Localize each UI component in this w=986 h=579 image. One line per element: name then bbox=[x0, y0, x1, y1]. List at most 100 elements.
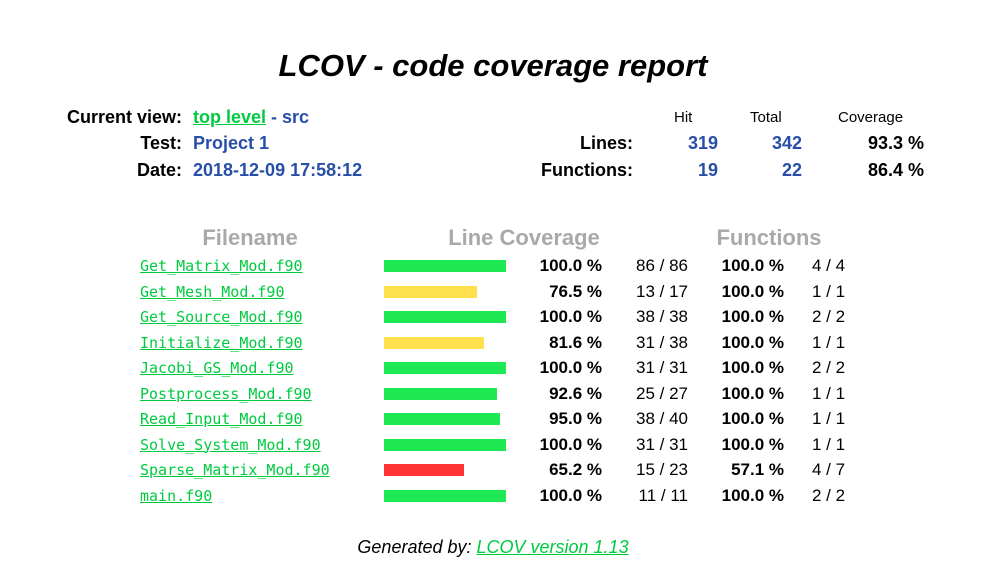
lines-hit: 319 bbox=[687, 133, 718, 153]
function-coverage-count: 1 / 1 bbox=[812, 332, 846, 352]
line-coverage-percent: 92.6 % bbox=[549, 383, 602, 403]
line-coverage-percent: 100.0 % bbox=[539, 256, 602, 275]
line-coverage-count: 86 / 86 bbox=[636, 256, 688, 275]
footer-prefix: Generated by: bbox=[357, 537, 477, 557]
table-row: Get_Mesh_Mod.f90 76.5 % 13 / 17 100.0 % 1 / … bbox=[0, 281, 986, 306]
line-coverage-percent: 76.5 % bbox=[549, 281, 602, 301]
line-coverage-percent: 65.2 % bbox=[549, 460, 602, 479]
function-coverage-percent: 100.0 % bbox=[721, 434, 784, 454]
current-view-separator: - bbox=[266, 107, 283, 127]
line-coverage-count: 15 / 23 bbox=[636, 460, 688, 479]
coverage-bar bbox=[384, 336, 506, 349]
page-title: LCOV - code coverage report bbox=[278, 48, 708, 83]
file-link[interactable]: Initialize_Mod.f90 bbox=[140, 333, 303, 352]
file-link[interactable]: Postprocess_Mod.f90 bbox=[140, 384, 312, 403]
line-coverage-percent: 100.0 % bbox=[539, 307, 602, 326]
function-coverage-count: 1 / 1 bbox=[812, 383, 846, 403]
lines-label: Lines: bbox=[579, 133, 633, 153]
function-coverage-percent: 100.0 % bbox=[721, 307, 784, 326]
table-row: main.f90 100.0 % 11 / 11 100.0 % 2 / 2 bbox=[0, 485, 986, 510]
function-coverage-count: 1 / 1 bbox=[812, 409, 846, 428]
coverage-bar bbox=[384, 311, 506, 323]
coverage-bar-fill bbox=[384, 285, 477, 298]
line-coverage-percent: 100.0 % bbox=[539, 358, 602, 377]
function-coverage-count: 2 / 2 bbox=[812, 358, 846, 377]
function-coverage-count: 1 / 1 bbox=[812, 434, 846, 454]
function-coverage-percent: 100.0 % bbox=[721, 409, 784, 428]
top-level-link[interactable]: top level bbox=[193, 107, 267, 127]
table-row: Initialize_Mod.f90 81.6 % 31 / 38 100.0 % 1 … bbox=[0, 332, 986, 357]
table-row: Postprocess_Mod.f90 92.6 % 25 / 27 100.0 % 1… bbox=[0, 383, 986, 408]
functions-total: 22 bbox=[781, 160, 802, 180]
function-coverage-count: 4 / 7 bbox=[812, 460, 846, 479]
summary-col-total: Total bbox=[750, 109, 782, 126]
table-row: Solve_System_Mod.f90 100.0 % 31 / 31 100.0 … bbox=[0, 434, 986, 459]
function-coverage-count: 2 / 2 bbox=[812, 485, 846, 505]
test-value: Project 1 bbox=[193, 133, 270, 153]
line-coverage-count: 31 / 38 bbox=[636, 332, 688, 352]
current-view-dir: src bbox=[282, 107, 310, 127]
line-coverage-percent: 100.0 % bbox=[539, 485, 602, 505]
table-row: Jacobi_GS_Mod.f90 100.0 % 31 / 31 100.0 % 2 … bbox=[0, 357, 986, 382]
test-label: Test: bbox=[140, 133, 182, 153]
file-link[interactable]: Solve_System_Mod.f90 bbox=[140, 435, 321, 454]
coverage-bar-fill bbox=[384, 311, 506, 323]
table-row: Get_Matrix_Mod.f90 100.0 % 86 / 86 100.0 % 4… bbox=[0, 255, 986, 280]
function-coverage-percent: 100.0 % bbox=[721, 281, 784, 301]
coverage-bar bbox=[384, 464, 506, 476]
line-coverage-count: 25 / 27 bbox=[636, 383, 688, 403]
functions-hit: 19 bbox=[697, 160, 718, 180]
file-link[interactable]: Read_Input_Mod.f90 bbox=[140, 410, 303, 428]
line-coverage-percent: 81.6 % bbox=[549, 332, 602, 352]
functions-label: Functions: bbox=[541, 160, 633, 180]
col-header-line-coverage: Line Coverage bbox=[448, 225, 600, 250]
coverage-bar-fill bbox=[384, 362, 506, 374]
current-view-label: Current view: bbox=[66, 107, 182, 127]
coverage-bar-fill bbox=[384, 438, 506, 451]
function-coverage-percent: 57.1 % bbox=[731, 460, 784, 479]
file-link[interactable]: Get_Matrix_Mod.f90 bbox=[140, 257, 303, 275]
line-coverage-count: 38 / 40 bbox=[636, 409, 688, 428]
coverage-bar-fill bbox=[384, 387, 497, 400]
line-coverage-percent: 100.0 % bbox=[539, 434, 602, 454]
lines-coverage: 93.3 % bbox=[867, 133, 924, 153]
function-coverage-count: 4 / 4 bbox=[812, 256, 846, 275]
line-coverage-count: 31 / 31 bbox=[636, 358, 688, 377]
line-coverage-count: 38 / 38 bbox=[636, 307, 688, 326]
summary-col-coverage: Coverage bbox=[838, 109, 904, 126]
lines-total: 342 bbox=[771, 133, 802, 153]
function-coverage-count: 2 / 2 bbox=[812, 307, 846, 326]
coverage-bar-fill bbox=[384, 464, 464, 476]
function-coverage-percent: 100.0 % bbox=[721, 358, 784, 377]
coverage-bar bbox=[384, 413, 506, 425]
functions-coverage: 86.4 % bbox=[867, 160, 924, 180]
coverage-bar-fill bbox=[384, 260, 506, 272]
file-link[interactable]: Get_Mesh_Mod.f90 bbox=[140, 282, 285, 301]
function-coverage-percent: 100.0 % bbox=[721, 383, 784, 403]
footer: Generated by: LCOV version 1.13 bbox=[0, 536, 986, 558]
line-coverage-count: 11 / 11 bbox=[638, 485, 688, 505]
col-header-filename: Filename bbox=[202, 225, 298, 250]
line-coverage-count: 13 / 17 bbox=[636, 281, 688, 301]
line-coverage-percent: 95.0 % bbox=[549, 409, 602, 428]
table-row: Sparse_Matrix_Mod.f90 65.2 % 15 / 23 57.1 %… bbox=[0, 459, 986, 484]
line-coverage-count: 31 / 31 bbox=[636, 434, 688, 454]
coverage-bar-fill bbox=[384, 336, 484, 349]
coverage-bar bbox=[384, 489, 506, 502]
date-label: Date: bbox=[136, 160, 182, 180]
file-link[interactable]: main.f90 bbox=[140, 486, 213, 505]
coverage-bar bbox=[384, 438, 506, 451]
file-link[interactable]: Sparse_Matrix_Mod.f90 bbox=[140, 461, 330, 479]
file-link[interactable]: Get_Source_Mod.f90 bbox=[140, 308, 303, 326]
coverage-bar-fill bbox=[384, 489, 506, 502]
function-coverage-percent: 100.0 % bbox=[721, 485, 784, 505]
coverage-bar bbox=[384, 260, 506, 272]
function-coverage-count: 1 / 1 bbox=[812, 281, 846, 301]
summary-col-hit: Hit bbox=[674, 109, 693, 126]
lcov-version-link[interactable]: LCOV version 1.13 bbox=[476, 537, 629, 557]
function-coverage-percent: 100.0 % bbox=[721, 256, 784, 275]
file-link[interactable]: Jacobi_GS_Mod.f90 bbox=[140, 359, 294, 377]
function-coverage-percent: 100.0 % bbox=[721, 332, 784, 352]
table-row: Read_Input_Mod.f90 95.0 % 38 / 40 100.0 % 1 … bbox=[0, 408, 986, 433]
coverage-bar bbox=[384, 387, 506, 400]
